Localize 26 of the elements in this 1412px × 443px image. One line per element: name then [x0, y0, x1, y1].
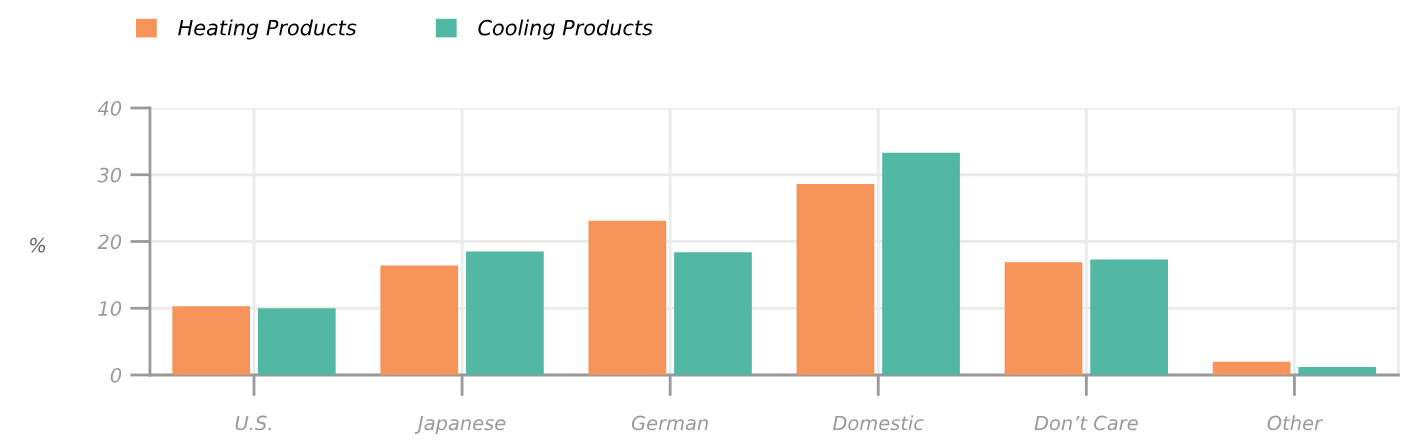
x-tick-label: Domestic: [832, 415, 924, 431]
bar: [1298, 366, 1377, 375]
bar: [588, 220, 667, 375]
y-tick-label: 10: [98, 301, 122, 316]
bar: [1212, 361, 1291, 375]
bar: [1004, 262, 1083, 375]
x-tick-label: German: [631, 415, 708, 431]
bar: [257, 308, 336, 375]
legend-label: Heating Products: [178, 19, 357, 40]
bar: [380, 265, 459, 375]
legend-label: Cooling Products: [478, 19, 653, 40]
x-tick-label: Other: [1267, 415, 1324, 431]
bar: [674, 252, 752, 375]
y-tick-label: 30: [97, 167, 122, 183]
bar: [882, 152, 960, 375]
x-tick-label: Don’t Care: [1034, 415, 1138, 431]
y-tick-label: 0: [110, 367, 122, 383]
bar: [1090, 259, 1168, 375]
x-tick-label: U.S.: [235, 415, 271, 431]
bar: [796, 184, 875, 375]
y-axis-title: %: [30, 237, 46, 253]
y-tick-label: 40: [97, 100, 122, 116]
x-tick-label: Japanese: [414, 415, 506, 435]
bar: [466, 251, 544, 375]
y-tick-label: 20: [97, 234, 122, 250]
bar: [172, 306, 251, 375]
